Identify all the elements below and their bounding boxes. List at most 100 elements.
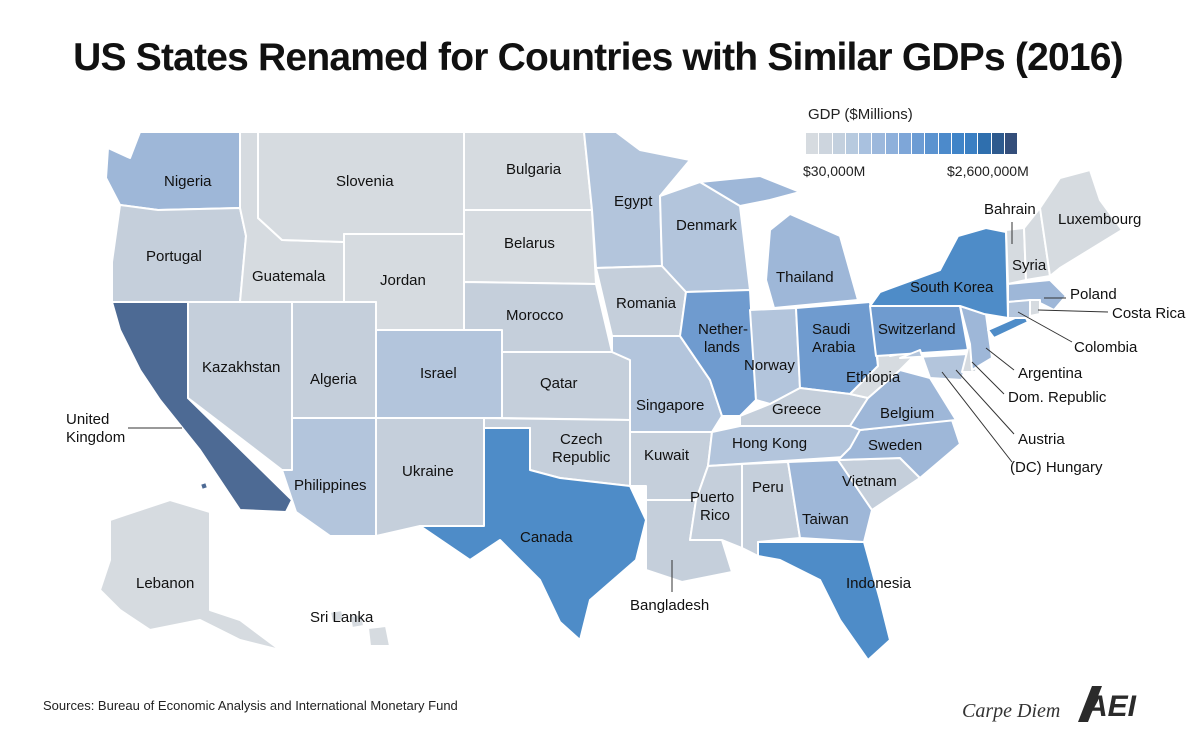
label-fl: Indonesia	[846, 575, 912, 592]
label-ks: Qatar	[540, 375, 578, 392]
label-oh: Saudi Arabia	[812, 321, 856, 356]
leader-connecticut	[1017, 311, 1073, 343]
label-ky: Greece	[772, 401, 821, 418]
state-hi-1[interactable]	[329, 609, 345, 623]
label-la: Bangladesh	[630, 597, 709, 614]
state-ut[interactable]	[291, 301, 377, 419]
state-mi-up[interactable]	[699, 175, 801, 207]
legend-swatch	[819, 133, 832, 154]
state-il[interactable]	[679, 289, 757, 417]
state-ca-islands[interactable]	[199, 481, 209, 491]
state-ct[interactable]	[1007, 299, 1031, 319]
label-sc: Vietnam	[842, 473, 897, 490]
legend-swatch	[872, 133, 885, 154]
label-hi: Sri Lanka	[310, 609, 374, 626]
label-ms-line1: Puerto	[690, 489, 734, 506]
label-ca-line2: Kingdom	[66, 429, 125, 446]
sources-note: Sources: Bureau of Economic Analysis and…	[43, 698, 458, 713]
leader-new-jersey	[985, 347, 1015, 371]
label-id: Guatemala	[252, 268, 326, 285]
legend-swatch	[965, 133, 978, 154]
label-nm: Ukraine	[402, 463, 454, 480]
label-wv: Ethiopia	[846, 369, 901, 386]
state-ak[interactable]	[99, 499, 281, 651]
map-title: US States Renamed for Countries with Sim…	[73, 36, 1123, 79]
legend-title: GDP ($Millions)	[808, 106, 913, 123]
state-vt[interactable]	[1005, 227, 1027, 285]
label-tn: Hong Kong	[732, 435, 807, 452]
legend-swatch	[925, 133, 938, 154]
legend-color-ramp	[806, 133, 1018, 154]
legend-swatch	[951, 133, 964, 154]
legend-swatch	[898, 133, 911, 154]
state-wa[interactable]	[105, 131, 241, 211]
label-or: Portugal	[146, 248, 202, 265]
label-nc: Sweden	[868, 437, 922, 454]
leader-delaware	[971, 361, 1005, 395]
aei-logo-slash	[1078, 686, 1102, 722]
label-mt: Slovenia	[336, 173, 394, 190]
label-ar: Kuwait	[644, 447, 690, 464]
label-ca-line1: United	[66, 411, 109, 428]
aei-logo-text: AEI	[1085, 690, 1137, 723]
legend-swatch	[845, 133, 858, 154]
label-dc: (DC) Hungary	[1010, 459, 1103, 476]
label-ne: Morocco	[506, 307, 564, 324]
legend-swatch	[885, 133, 898, 154]
label-va: Belgium	[880, 405, 934, 422]
legend-swatch	[912, 133, 925, 154]
label-in: Norway	[744, 357, 795, 374]
label-az: Philippines	[294, 477, 367, 494]
label-nv: Kazakhstan	[202, 359, 280, 376]
state-tx[interactable]	[419, 427, 647, 641]
brand-name: Carpe Diem	[962, 700, 1061, 722]
state-hi-2[interactable]	[349, 613, 365, 629]
label-mn: Egypt	[614, 193, 653, 210]
label-ms: Puerto Rico	[690, 489, 734, 524]
state-ny-li[interactable]	[987, 313, 1029, 339]
state-ri[interactable]	[1029, 299, 1041, 317]
label-ri: Costa Rica	[1112, 305, 1186, 322]
label-ia: Romania	[616, 295, 677, 312]
label-ok: Czech Republic	[552, 431, 611, 466]
legend-swatch	[991, 133, 1004, 154]
label-nj: Argentina	[1018, 365, 1083, 382]
label-pa: Switzerland	[878, 321, 956, 338]
label-ok-line2: Republic	[552, 449, 611, 466]
label-il: Nether-lands	[698, 321, 748, 356]
label-ma: Poland	[1070, 286, 1117, 303]
state-md[interactable]	[899, 349, 969, 381]
label-mi: Thailand	[776, 269, 834, 286]
leader-maryland	[955, 369, 1015, 435]
label-al: Peru	[752, 479, 784, 496]
legend-max-label: $2,600,000M	[947, 163, 1029, 179]
label-de: Dom. Republic	[1008, 389, 1107, 406]
state-mi[interactable]	[765, 213, 859, 309]
state-hi-3[interactable]	[367, 625, 391, 647]
state-me[interactable]	[1039, 169, 1123, 277]
label-oh-line2: Arabia	[812, 339, 856, 356]
state-nc[interactable]	[837, 419, 961, 479]
state-ny[interactable]	[869, 227, 1009, 319]
label-md: Austria	[1018, 431, 1065, 448]
label-wa: Nigeria	[164, 173, 212, 190]
legend-swatch	[1004, 133, 1017, 154]
legend-swatch	[832, 133, 845, 154]
label-il-line1: Nether-	[698, 321, 748, 338]
label-wy: Jordan	[380, 272, 426, 289]
label-sd: Belarus	[504, 235, 555, 252]
state-fl[interactable]	[757, 541, 891, 661]
label-co: Israel	[420, 365, 457, 382]
state-in[interactable]	[749, 307, 801, 405]
aei-logo: AEI	[1078, 686, 1137, 723]
label-tx: Canada	[520, 529, 573, 546]
label-il-line2: lands	[704, 339, 740, 356]
leader-dc	[941, 371, 1013, 463]
legend-swatch	[806, 133, 819, 154]
label-wi: Denmark	[676, 217, 737, 234]
label-me: Luxembourg	[1058, 211, 1141, 228]
label-mo: Singapore	[636, 397, 704, 414]
legend-swatch	[859, 133, 872, 154]
label-ga: Taiwan	[802, 511, 849, 528]
